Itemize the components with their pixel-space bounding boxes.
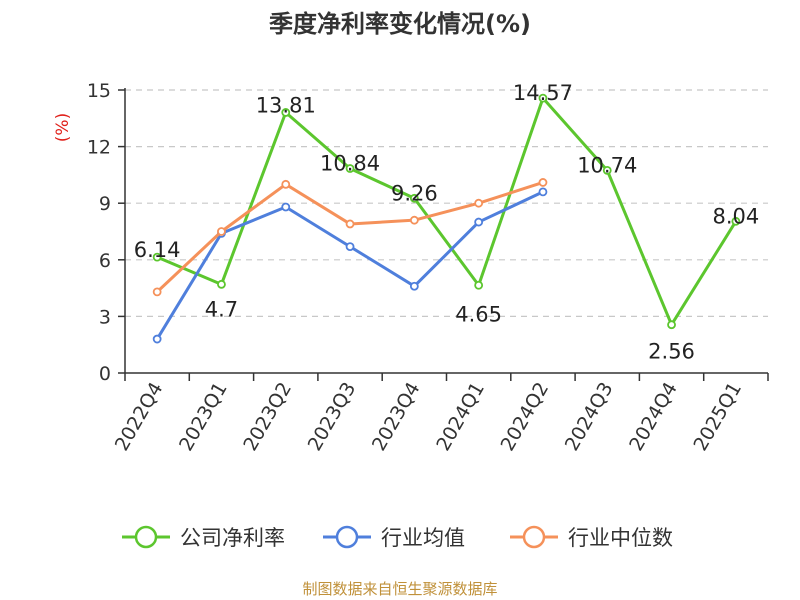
x-tick-label: 2023Q2	[239, 379, 296, 455]
x-tick-label: 2024Q3	[561, 379, 618, 455]
series-point-1[interactable]	[474, 217, 484, 227]
series-point-0[interactable]	[152, 252, 162, 262]
series-point-0[interactable]	[731, 216, 741, 226]
y-tick-label: 9	[99, 193, 111, 215]
grid-lines	[125, 89, 768, 317]
series-point-2[interactable]	[474, 198, 484, 208]
data-label: 4.65	[455, 302, 502, 326]
data-label: 2.56	[648, 340, 695, 364]
series-point-1[interactable]	[538, 187, 548, 197]
x-tick-label: 2023Q4	[368, 379, 425, 455]
x-tick-label: 2022Q4	[111, 379, 168, 455]
legend-swatch-marker	[335, 525, 359, 549]
legend-swatch-marker	[134, 525, 158, 549]
series-point-2[interactable]	[152, 287, 162, 297]
data-label: 6.14	[134, 238, 181, 262]
data-label: 8.04	[712, 204, 759, 228]
x-tick-label: 2023Q3	[304, 379, 361, 455]
legend-item-1[interactable]: 行业均值	[323, 525, 465, 550]
series-line-0	[156, 96, 738, 327]
series-point-0[interactable]	[345, 164, 355, 173]
series-point-2[interactable]	[538, 178, 548, 187]
data-label: 13.81	[256, 93, 316, 117]
legend-label: 行业中位数	[568, 526, 673, 550]
series-point-0[interactable]	[667, 320, 676, 330]
series-point-1[interactable]	[281, 202, 291, 212]
chart-title: 季度净利率变化情况(%)	[269, 10, 531, 38]
series-point-0[interactable]	[538, 93, 548, 103]
legend-label: 公司净利率	[180, 526, 285, 550]
x-tick-label: 2023Q1	[175, 379, 232, 455]
series-point-1[interactable]	[152, 334, 162, 344]
series-point-0[interactable]	[281, 108, 291, 117]
y-tick-label: 0	[99, 363, 111, 385]
series-point-1[interactable]	[345, 242, 355, 251]
axes: 0 3 6 9 12 15 (%) 2022Q4 2023Q1 2023Q2 2023Q3 2023Q…	[53, 80, 769, 455]
y-tick-label: 15	[87, 80, 111, 102]
series-point-2[interactable]	[409, 215, 419, 225]
source-note: 制图数据来自恒生聚源数据库	[302, 580, 498, 598]
series-point-0[interactable]	[217, 279, 226, 289]
y-axis-label: (%)	[53, 113, 73, 142]
series-point-2[interactable]	[217, 227, 226, 236]
data-label: 4.7	[205, 297, 238, 321]
x-tick-label: 2024Q1	[432, 379, 489, 455]
x-tick-label: 2025Q1	[689, 379, 746, 455]
series-point-2[interactable]	[345, 219, 355, 229]
data-label: 10.84	[320, 151, 380, 175]
data-label: 9.26	[391, 181, 438, 205]
x-tick-label: 2024Q2	[497, 379, 554, 455]
legend-label: 行业均值	[381, 526, 465, 550]
y-tick-label: 3	[99, 306, 111, 328]
legend-swatch-marker	[522, 525, 546, 549]
legend-item-2[interactable]: 行业中位数	[510, 525, 673, 550]
series-point-1[interactable]	[409, 281, 419, 291]
legend-item-0[interactable]: 公司净利率	[122, 525, 285, 550]
series-point-0[interactable]	[409, 193, 419, 203]
series-line-2	[156, 181, 544, 293]
x-tick-label: 2024Q4	[625, 379, 682, 455]
data-label: 10.74	[577, 153, 637, 177]
series-point-0[interactable]	[602, 165, 612, 175]
series-lines	[152, 93, 741, 344]
data-label: 14.57	[513, 81, 573, 105]
series-point-0[interactable]	[474, 280, 484, 290]
series-point-2[interactable]	[281, 179, 291, 189]
data-labels: 6.14 4.7 13.81 10.84 9.26 4.65 14.57 10.74 2.56 8…	[134, 81, 759, 364]
y-tick-label: 12	[87, 137, 111, 159]
legend[interactable]: 公司净利率 行业均值 行业中位数	[122, 525, 673, 550]
y-tick-label: 6	[99, 250, 111, 272]
